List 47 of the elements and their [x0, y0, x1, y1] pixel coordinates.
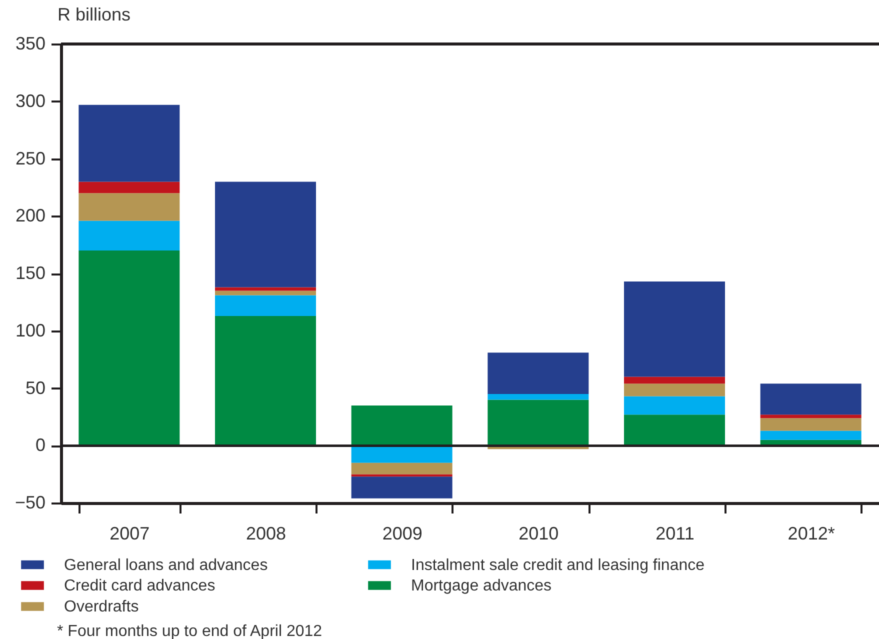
- y-tick-label: 50: [25, 378, 46, 398]
- x-tick-label: 2009: [382, 524, 422, 544]
- y-axis-title: R billions: [58, 4, 131, 24]
- x-tick-label: 2011: [656, 524, 694, 544]
- bar: [78, 220, 180, 251]
- y-tick-label: 200: [15, 206, 46, 226]
- bar: [78, 250, 180, 446]
- text: * Four months up to end of April 2012: [57, 623, 322, 639]
- bar: [351, 405, 452, 446]
- y-tick-label: −50: [14, 492, 46, 512]
- bar: [624, 376, 725, 384]
- bar: [760, 430, 862, 440]
- bar: [760, 414, 862, 418]
- bar: [760, 384, 862, 415]
- bar: [78, 193, 180, 221]
- bar: [488, 352, 589, 394]
- bar: [624, 384, 725, 396]
- bar: [78, 182, 180, 194]
- legend-label: Overdrafts: [64, 598, 139, 616]
- y-tick-label: 100: [15, 320, 46, 340]
- bar: [760, 418, 862, 431]
- bar: [215, 316, 316, 446]
- y-tick-label: 150: [15, 263, 46, 283]
- bar: [215, 295, 316, 316]
- bar: [351, 476, 452, 498]
- x-tick-label: 2012*: [788, 524, 835, 544]
- bar: [624, 396, 725, 415]
- y-tick-label: 0: [35, 435, 46, 456]
- x-tick-label: 2007: [110, 524, 150, 544]
- bar: [624, 282, 725, 377]
- bar: [351, 462, 452, 474]
- bar: [78, 104, 180, 182]
- bar: [488, 394, 589, 400]
- bar: [624, 414, 725, 446]
- bar: [215, 290, 316, 296]
- legend-label: Credit card advances: [64, 578, 216, 594]
- y-tick-label: 350: [15, 34, 46, 54]
- legend-label: Mortgage advances: [411, 578, 552, 594]
- bar: [215, 182, 316, 288]
- y-tick-label: 250: [15, 148, 46, 168]
- legend-label: General loans and advances: [64, 556, 268, 574]
- x-tick-label: 2008: [246, 524, 286, 544]
- y-tick-label: 300: [15, 90, 46, 111]
- x-tick-label: 2010: [518, 524, 559, 544]
- legend-label: Instalment sale credit and leasing finance: [411, 556, 705, 574]
- bar: [351, 446, 452, 463]
- bar: [488, 400, 589, 446]
